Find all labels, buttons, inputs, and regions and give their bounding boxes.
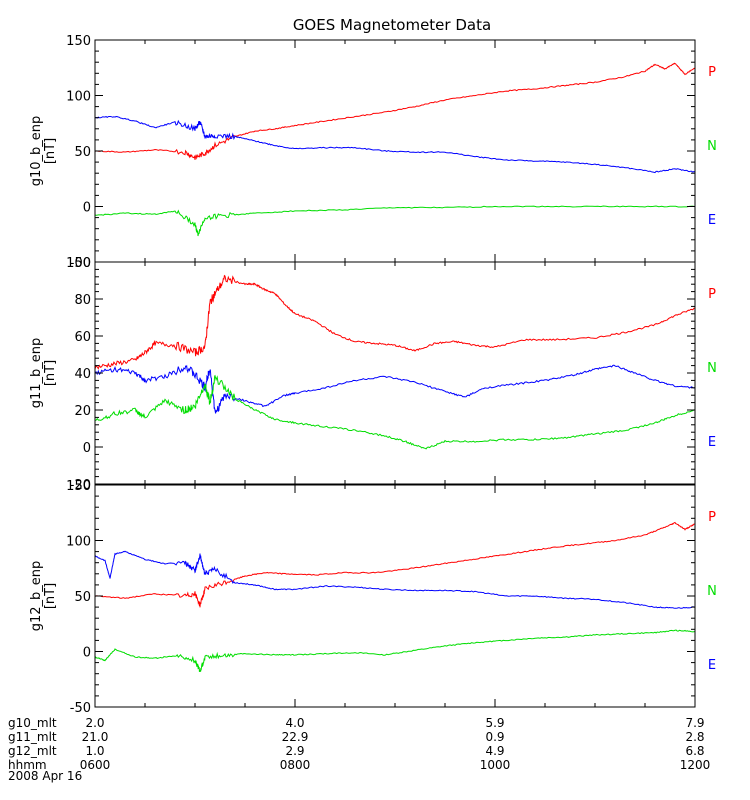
footer-value: 4.9: [485, 744, 504, 758]
footer-value: 0800: [280, 758, 311, 772]
footer-value: 2.0: [85, 716, 104, 730]
footer-value: 7.9: [685, 716, 704, 730]
component-label: P: [708, 65, 716, 80]
y-tick-label: 60: [74, 330, 91, 345]
footer-value: 1.0: [85, 744, 104, 758]
panel-frame-2: [94, 261, 696, 485]
y-tick-label: 0: [83, 646, 91, 661]
y-tick-label: 80: [74, 293, 91, 308]
series-line-2-2: [94, 364, 696, 414]
series-line-3-2: [94, 550, 696, 609]
y-tick-label: 40: [74, 367, 91, 382]
y-tick-label: 50: [74, 590, 91, 605]
y-tick-label: 100: [66, 256, 91, 271]
footer-value: 1000: [480, 758, 511, 772]
footer-value: 2.9: [285, 744, 304, 758]
y-tick-label: 0: [83, 201, 91, 216]
panel-frame-3: [94, 484, 696, 708]
component-label: N: [707, 584, 717, 599]
y-axis-label: [nT]: [43, 583, 58, 609]
footer-value: 2.8: [685, 730, 704, 744]
footer-value: 6.8: [685, 744, 704, 758]
component-label: N: [707, 361, 717, 376]
series-line-3-3: [95, 629, 696, 673]
date-label: 2008 Apr 16: [8, 769, 82, 783]
y-axis-label: g11_b_enp: [29, 338, 44, 409]
footer-row-label: hhmm: [8, 758, 47, 772]
footer-value: 0600: [80, 758, 111, 772]
footer-value: 5.9: [485, 716, 504, 730]
y-axis-label: g12_b_enp: [29, 561, 44, 632]
y-axis-label: g10_b_enp: [29, 116, 44, 187]
y-tick-label: 0: [83, 441, 91, 456]
y-tick-label: 50: [74, 145, 91, 160]
y-tick-label: 150: [66, 34, 91, 49]
footer-row-label: g12_mlt: [8, 744, 57, 758]
footer-value: 21.0: [82, 730, 109, 744]
panel-1: -50 0 50 100 150 g10_b_enp [nT] P N E: [29, 34, 717, 271]
y-tick-label: -20: [70, 478, 91, 493]
y-tick-label: 20: [74, 404, 91, 419]
footer-value: 22.9: [282, 730, 309, 744]
panel-3: -50 0 50 100 150 g12_b_enp [nT] P N E: [29, 479, 717, 716]
y-axis-label: [nT]: [43, 138, 58, 164]
y-axis-label: [nT]: [43, 360, 58, 386]
series-line-3-1: [94, 521, 696, 608]
series-line-1-2: [94, 115, 696, 174]
series-line-2-1: [94, 274, 695, 370]
series-line-1-1: [94, 62, 696, 160]
y-tick-label: 100: [66, 535, 91, 550]
footer-row-label: g11_mlt: [8, 730, 57, 744]
footer-value: 1200: [680, 758, 711, 772]
panel-2: -20 0 20 40 60 80 100 g11_b_enp [nT] P N E: [29, 256, 717, 493]
y-tick-label: 100: [66, 90, 91, 105]
component-label: E: [708, 435, 716, 450]
component-label: E: [708, 658, 716, 673]
footer-row-label: g10_mlt: [8, 716, 57, 730]
y-tick-label: -50: [70, 701, 91, 716]
component-label: E: [708, 213, 716, 228]
footer-value: 4.0: [285, 716, 304, 730]
y-tick-label: 150: [66, 479, 91, 494]
series-line-2-3: [94, 374, 696, 450]
component-label: P: [708, 510, 716, 525]
figure-title: GOES Magnetometer Data: [293, 16, 491, 34]
footer-value: 0.9: [485, 730, 504, 744]
y-tick-label: -50: [70, 256, 91, 271]
component-label: N: [707, 139, 717, 154]
component-label: P: [708, 287, 716, 302]
series-line-1-3: [94, 205, 696, 237]
footer-table: g10_mlt 2.0 4.0 5.9 7.9 g11_mlt 21.0 22.9 0.9 2.8…: [8, 716, 710, 772]
